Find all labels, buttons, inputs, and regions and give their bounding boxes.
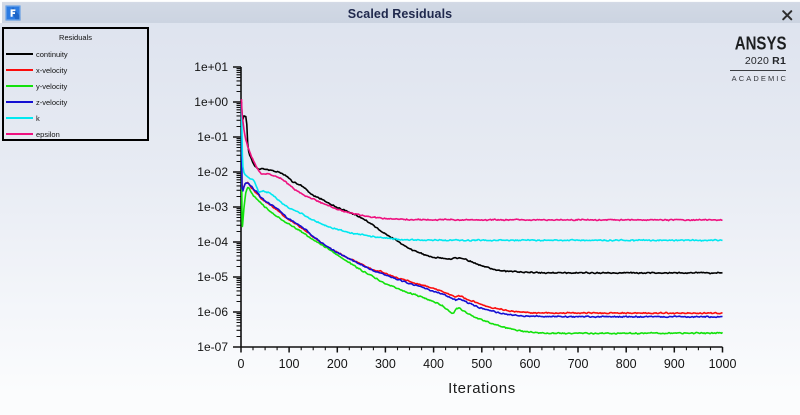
svg-text:700: 700: [568, 357, 589, 371]
svg-text:600: 600: [519, 357, 540, 371]
svg-text:300: 300: [375, 357, 396, 371]
svg-text:1e+00: 1e+00: [194, 95, 228, 109]
svg-text:1e+01: 1e+01: [194, 60, 228, 74]
svg-text:400: 400: [423, 357, 444, 371]
svg-text:1e-06: 1e-06: [197, 305, 228, 319]
svg-text:500: 500: [471, 357, 492, 371]
svg-text:800: 800: [616, 357, 637, 371]
svg-text:1000: 1000: [709, 357, 737, 371]
svg-text:1e-04: 1e-04: [197, 235, 228, 249]
svg-text:100: 100: [279, 357, 300, 371]
svg-text:900: 900: [664, 357, 685, 371]
svg-text:1e-02: 1e-02: [197, 165, 228, 179]
svg-text:1e-01: 1e-01: [197, 130, 228, 144]
svg-text:1e-03: 1e-03: [197, 200, 228, 214]
svg-text:200: 200: [327, 357, 348, 371]
svg-text:1e-07: 1e-07: [197, 340, 228, 354]
svg-text:0: 0: [238, 357, 245, 371]
svg-text:1e-05: 1e-05: [197, 270, 228, 284]
